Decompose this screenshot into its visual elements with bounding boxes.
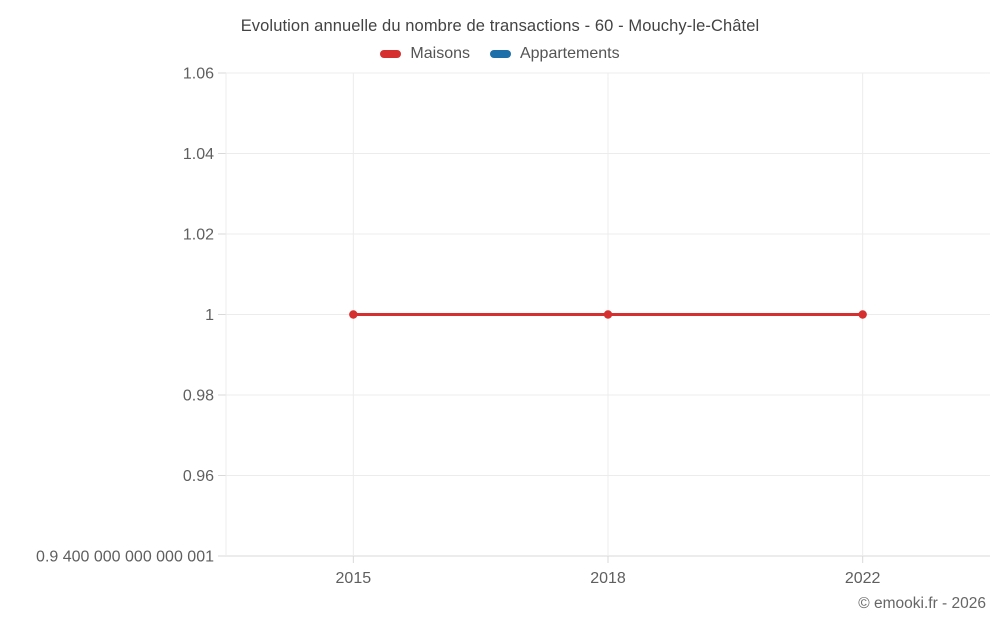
x-axis-label: 2022 <box>845 570 881 587</box>
y-axis-label: 1 <box>205 307 214 324</box>
legend-item-appartements[interactable]: Appartements <box>489 45 620 63</box>
data-point-maisons <box>603 310 613 319</box>
legend-item-maisons[interactable]: Maisons <box>380 45 470 63</box>
x-axis-label: 2015 <box>336 570 372 587</box>
legend-swatch-maisons <box>380 50 402 58</box>
y-axis-label: 1.04 <box>183 146 214 163</box>
chart-title: Evolution annuelle du nombre de transact… <box>240 17 760 35</box>
y-axis-label: 0.96 <box>183 468 214 485</box>
legend-swatch-appartements <box>489 50 511 58</box>
y-axis-label: 0.98 <box>183 388 214 405</box>
chart-legend: Maisons Appartements <box>0 45 1000 63</box>
y-axis-label: 1.02 <box>183 227 214 244</box>
data-point-maisons <box>858 310 867 319</box>
copyright-credit: © emooki.fr - 2026 <box>858 595 986 612</box>
x-axis-label: 2018 <box>590 570 626 587</box>
legend-label-maisons: Maisons <box>410 45 470 62</box>
y-axis-label: 1.06 <box>183 66 214 83</box>
y-axis-label: 0.9 400 000 000 000 001 <box>36 549 214 566</box>
data-point-maisons <box>349 310 358 319</box>
legend-label-appartements: Appartements <box>519 45 620 62</box>
